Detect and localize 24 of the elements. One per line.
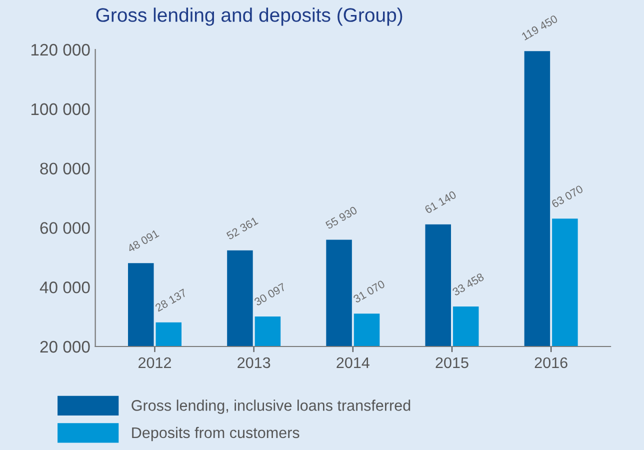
y-tick-label: 120 000 [31, 44, 90, 56]
y-tick-label: 80 000 [40, 162, 90, 175]
x-tick-label: 2012 [138, 357, 171, 368]
data-label: 52 361 [226, 216, 258, 240]
x-tick-label: 2015 [436, 357, 468, 368]
x-tick-label: 2014 [336, 357, 370, 368]
y-tick-label: 60 000 [40, 222, 90, 234]
legend-label: Deposits from customers [132, 426, 300, 442]
data-label: 30 097 [254, 282, 286, 306]
y-tick-label: 40 000 [40, 282, 90, 294]
data-label: 33 458 [452, 272, 484, 296]
data-label: 31 070 [352, 280, 386, 304]
data-label: 63 070 [551, 184, 584, 208]
x-tick-label: 2013 [238, 357, 270, 368]
y-tick-label: 20 000 [40, 340, 90, 353]
data-label: 61 140 [424, 190, 457, 214]
data-label: 48 091 [126, 229, 160, 253]
x-tick-label: 2016 [534, 357, 568, 368]
y-tick-label: 100 000 [31, 103, 90, 116]
data-label: 28 137 [154, 288, 188, 312]
data-label: 55 930 [325, 206, 358, 230]
chart-title: Gross lending and deposits (Group) [96, 8, 402, 26]
data-label: 119 450 [521, 14, 558, 40]
legend-label: Gross lending, inclusive loans transferred [132, 400, 410, 414]
